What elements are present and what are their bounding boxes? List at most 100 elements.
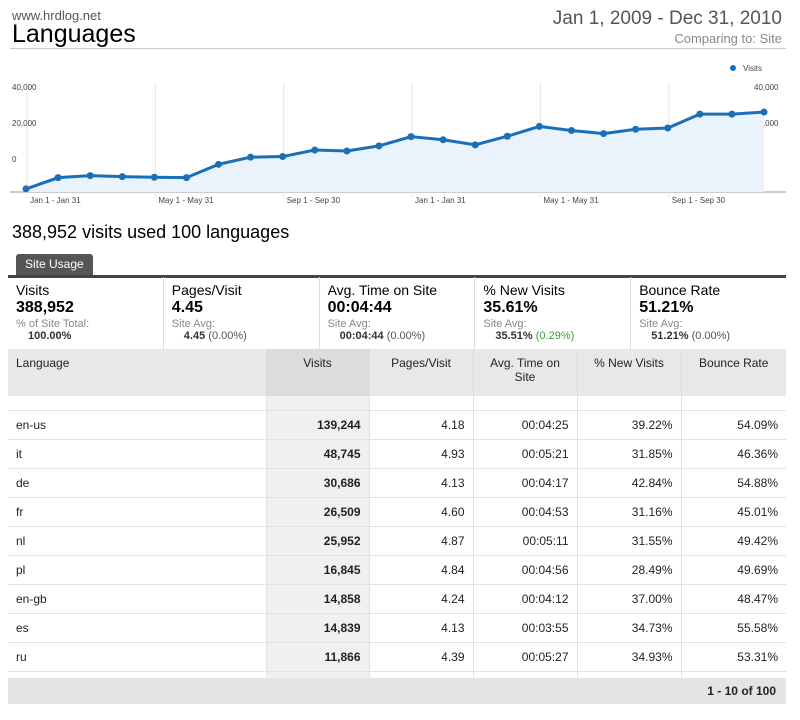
language-link[interactable]: es (8, 613, 266, 643)
table-cell: 4.24 (368, 584, 473, 614)
x-tick-label: Jan 1 - Jan 31 (415, 196, 466, 205)
column-header-new-visits[interactable]: % New Visits (576, 349, 681, 396)
table-cell: 48,745 (265, 439, 369, 469)
scorecard-name: Visits (16, 282, 50, 298)
scorecard-bounce-rate[interactable]: Bounce Rate 51.21% Site Avg: 51.21% (0.0… (631, 277, 786, 349)
languages-table: Language Visits Pages/Visit Avg. Time on… (8, 349, 786, 701)
column-header-language[interactable]: Language (8, 349, 266, 396)
date-range-selector[interactable]: Jan 1, 2009 - Dec 31, 2010 (552, 8, 782, 29)
table-cell: 54.88% (680, 468, 786, 498)
scorecard-avg-time[interactable]: Avg. Time on Site 00:04:44 Site Avg: 00:… (320, 277, 476, 349)
table-cell: 11,866 (265, 642, 369, 672)
language-link[interactable]: en-us (8, 410, 266, 440)
data-point (503, 132, 511, 140)
language-link[interactable]: en-gb (8, 584, 266, 614)
table-cell: 14,858 (265, 584, 369, 614)
page-title: Languages (12, 20, 136, 48)
site-name: www.hrdlog.net (12, 8, 101, 23)
scorecard-sub-change: (0.00%) (208, 330, 247, 342)
tab-site-usage[interactable]: Site Usage (16, 254, 93, 275)
scorecard-new-visits[interactable]: % New Visits 35.61% Site Avg: 35.51% (0.… (475, 277, 632, 349)
data-point (279, 153, 287, 161)
visits-line (25, 110, 765, 191)
table-cell: 39.22% (576, 410, 681, 440)
language-link[interactable]: ru (8, 642, 266, 672)
visits-chart: Jan 1 - Jan 31 May 1 - May 31 Sep 1 - Sep … (10, 64, 786, 205)
column-header-bounce-rate[interactable]: Bounce Rate (680, 349, 786, 396)
table-cell: 49.69% (680, 555, 786, 585)
y-tick-label-right: 20,000 (754, 119, 779, 128)
table-cell: 25,952 (265, 526, 369, 556)
table-cell: 4.18 (368, 410, 473, 440)
scorecard-pages-visit[interactable]: Pages/Visit 4.45 Site Avg: 4.45 (0.00%) (164, 277, 320, 349)
scorecard-sub-value: 4.45 (0.00%) (183, 330, 247, 342)
scorecard-sub-value: 100.00% (28, 330, 72, 342)
data-point (150, 173, 158, 181)
scorecard-visits[interactable]: Visits 388,952 % of Site Total: 100.00% (8, 277, 164, 349)
table-cell: 34.73% (576, 613, 681, 643)
table-cell: 00:04:25 (472, 410, 577, 440)
table-cell: 00:04:56 (472, 555, 577, 585)
data-point (728, 110, 736, 118)
table-cell: 00:05:27 (472, 642, 577, 672)
data-point (567, 127, 575, 134)
table-row: ru 11,866 4.39 00:05:27 34.93% 53.31% (8, 642, 786, 672)
scorecard-sub-label: Site Avg: (483, 318, 527, 330)
table-cell: 4.87 (368, 526, 473, 556)
header-divider (10, 48, 786, 49)
table-cell: 42.84% (576, 468, 681, 498)
table-row: es 14,839 4.13 00:03:55 34.73% 55.58% (8, 613, 786, 643)
scorecards: Visits 388,952 % of Site Total: 100.00% … (8, 277, 786, 350)
data-point (86, 172, 94, 180)
table-cell: 55.58% (680, 613, 786, 643)
column-header-visits[interactable]: Visits (265, 349, 369, 396)
table-cell: 00:04:12 (472, 584, 577, 614)
scorecard-sub-change: (0.00%) (691, 330, 731, 342)
scorecard-value: 51.21% (639, 299, 694, 316)
summary-text: 388,952 visits used 100 languages (12, 222, 290, 242)
language-link[interactable]: it (8, 439, 266, 469)
table-cell: 30,686 (265, 468, 369, 498)
data-point (118, 173, 126, 181)
data-point (439, 136, 447, 144)
scorecard-sub-value: 00:04:44 (0.00%) (339, 330, 426, 342)
data-point (535, 122, 543, 130)
x-tick-label: Jan 1 - Jan 31 (30, 196, 81, 205)
table-cell: 28.49% (576, 555, 681, 585)
table-cell: 53.31% (680, 642, 786, 672)
column-header-pages-visit[interactable]: Pages/Visit (368, 349, 473, 396)
table-cell: 14,839 (265, 613, 369, 643)
table-cell: 37.00% (576, 584, 681, 614)
language-link[interactable]: fr (8, 497, 266, 527)
data-point (471, 141, 479, 149)
legend-label: Visits (743, 64, 762, 73)
table-row: nl 25,952 4.87 00:05:11 31.55% 49.42% (8, 526, 786, 556)
data-point (600, 130, 608, 138)
scorecard-name: Pages/Visit (171, 282, 242, 298)
scorecard-name: % New Visits (483, 282, 565, 298)
data-point (182, 174, 190, 182)
language-link[interactable]: nl (8, 526, 266, 556)
legend-marker (730, 65, 736, 71)
data-point (215, 160, 223, 168)
data-point (247, 153, 255, 161)
data-point (343, 147, 351, 155)
scorecard-sub-label: Site Avg: (327, 318, 371, 330)
table-cell: 00:04:17 (472, 468, 577, 498)
language-link[interactable]: pl (8, 555, 266, 585)
table-cell: 16,845 (265, 555, 369, 585)
x-tick-label: Sep 1 - Sep 30 (672, 196, 726, 205)
language-link[interactable]: de (8, 468, 266, 498)
table-cell: 4.84 (368, 555, 473, 585)
table-cell: 54.09% (680, 410, 786, 440)
table-row: en-us 139,244 4.18 00:04:25 39.22% 54.09% (8, 410, 786, 440)
table-cell: 46.36% (680, 439, 786, 469)
table-cell: 4.60 (368, 497, 473, 527)
table-cell: 4.13 (368, 468, 473, 498)
table-cell: 00:04:53 (472, 497, 577, 527)
data-point (407, 133, 415, 141)
column-header-avg-time[interactable]: Avg. Time on Site (472, 349, 577, 396)
scorecard-sub-label: Site Avg: (171, 318, 216, 330)
scorecard-sub-value: 51.21% (0.00%) (651, 330, 731, 342)
